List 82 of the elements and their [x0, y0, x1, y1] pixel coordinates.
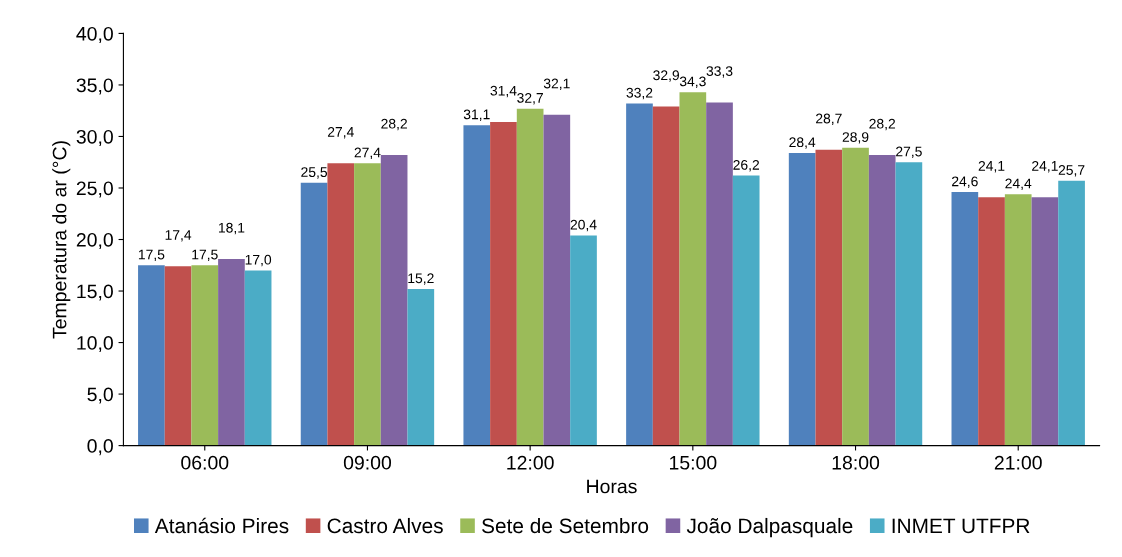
bar: [490, 122, 517, 446]
legend-label: Castro Alves: [327, 517, 443, 534]
y-tick-label: 10,0: [77, 336, 113, 353]
data-label: 20,4: [570, 219, 597, 232]
y-tick-label: 35,0: [76, 78, 113, 95]
y-tick-label: 0,0: [87, 439, 113, 456]
data-label: 33,2: [626, 87, 653, 100]
bar: [570, 235, 597, 446]
y-tick-label: 40,0: [76, 26, 113, 43]
data-label: 32,1: [543, 78, 570, 91]
data-label: 17,4: [165, 230, 192, 242]
data-label: 33,3: [706, 66, 733, 78]
bar: [407, 288, 435, 446]
data-label: 24,4: [1005, 178, 1032, 190]
y-tick-label: 30,0: [76, 129, 113, 146]
x-tick-label: 15:00: [669, 455, 717, 470]
y-tick-label: 15,0: [77, 284, 113, 301]
data-label: 15,2: [408, 273, 434, 285]
y-axis-title: Temperatura do ar (°C): [52, 141, 71, 339]
bar: [543, 114, 571, 446]
x-tick-label: 21:00: [994, 455, 1042, 470]
bar: [978, 197, 1005, 446]
x-axis-title: Horas: [587, 479, 637, 494]
legend-label: Sete de Setembro: [482, 517, 649, 534]
bar: [327, 163, 355, 446]
data-label: 25,7: [1058, 165, 1085, 177]
data-label: 17,5: [192, 249, 218, 262]
y-tick-label: 25,0: [76, 181, 113, 198]
bar: [895, 162, 923, 446]
bar: [868, 155, 896, 446]
data-label: 26,2: [733, 159, 760, 172]
bar: [679, 92, 707, 446]
data-label: 17,5: [138, 249, 165, 262]
data-label: 27,4: [327, 126, 354, 139]
bar: [138, 265, 165, 446]
data-label: 31,1: [463, 109, 490, 121]
data-label: 17,0: [245, 254, 272, 267]
data-label: 32,9: [653, 70, 680, 82]
y-tick-label: 20,0: [76, 232, 113, 250]
data-label: 32,7: [517, 92, 543, 105]
legend-label: INMET UTFPR: [892, 518, 1030, 534]
data-label: 28,2: [381, 118, 407, 131]
bar: [652, 106, 680, 446]
data-label: 24,6: [952, 176, 978, 188]
bar: [706, 102, 733, 446]
legend-label: João Dalpasquale: [686, 517, 853, 538]
bar: [626, 103, 653, 446]
bar: [516, 108, 544, 446]
bar: [164, 266, 192, 446]
data-label: 28,9: [842, 132, 869, 144]
bar: [788, 152, 816, 446]
legend-label: Atanásio Pires: [154, 517, 289, 534]
x-tick-label: 06:00: [181, 455, 229, 470]
bar: [1031, 197, 1059, 446]
data-label: 27,4: [354, 147, 381, 160]
data-label: 24,1: [1032, 160, 1058, 173]
bar: [1058, 180, 1085, 446]
data-label: 28,4: [789, 137, 816, 149]
data-label: 28,2: [869, 118, 896, 131]
bar: [354, 163, 381, 446]
x-tick-label: 18:00: [832, 455, 880, 470]
data-label: 24,1: [978, 160, 1005, 173]
bar: [463, 125, 491, 446]
data-label: 34,3: [679, 76, 706, 88]
data-label: 28,7: [816, 113, 842, 126]
bar: [244, 270, 272, 446]
data-label: 27,5: [896, 146, 922, 159]
data-label: 31,4: [490, 85, 517, 98]
x-tick-label: 09:00: [343, 455, 392, 470]
bar: [218, 259, 245, 446]
bar: [1004, 194, 1032, 446]
y-tick-label: 5,0: [87, 387, 113, 404]
bar: [732, 175, 760, 446]
x-tick-label: 12:00: [507, 455, 554, 470]
bar: [380, 155, 408, 446]
bar: [815, 149, 843, 446]
bar: [300, 182, 328, 446]
bar: [191, 265, 219, 446]
data-label: 18,1: [218, 222, 245, 235]
data-label: 25,5: [301, 167, 328, 179]
bar: [842, 147, 869, 446]
bar: [951, 192, 979, 446]
